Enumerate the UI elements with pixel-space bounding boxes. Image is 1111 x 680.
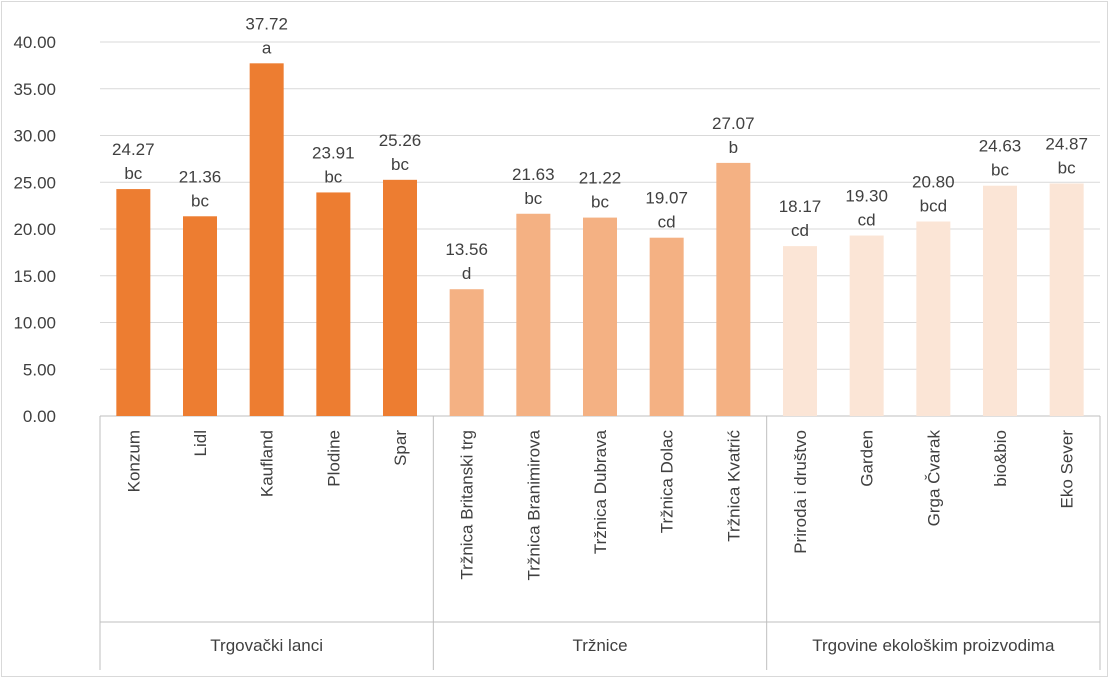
data-label: 19.30 bbox=[845, 187, 888, 206]
y-tick-label: 15.00 bbox=[13, 267, 56, 286]
y-tick-label: 10.00 bbox=[13, 314, 56, 333]
significance-letter: bc bbox=[324, 167, 342, 186]
data-label: 37.72 bbox=[245, 14, 288, 33]
group-label: Tržnice bbox=[572, 636, 627, 655]
significance-letter: cd bbox=[791, 221, 809, 240]
bar bbox=[983, 185, 1017, 416]
category-label: Grga Čvarak bbox=[924, 430, 943, 527]
significance-letter: b bbox=[729, 138, 738, 157]
bar bbox=[316, 192, 351, 416]
significance-letter: bc bbox=[191, 191, 209, 210]
data-label: 21.22 bbox=[579, 169, 622, 188]
significance-letter: d bbox=[462, 264, 471, 283]
significance-letter: a bbox=[262, 38, 272, 57]
significance-letter: bc bbox=[991, 161, 1009, 180]
bar bbox=[516, 213, 551, 416]
data-label: 13.56 bbox=[445, 240, 488, 259]
bar bbox=[1049, 183, 1084, 416]
y-tick-label: 35.00 bbox=[13, 80, 56, 99]
y-tick-label: 20.00 bbox=[13, 220, 56, 239]
bar bbox=[783, 246, 817, 416]
category-label: Plodine bbox=[324, 430, 343, 487]
bar bbox=[116, 189, 151, 416]
data-label: 21.36 bbox=[179, 167, 222, 186]
category-label: Priroda i društvo bbox=[791, 430, 810, 554]
data-label: 24.27 bbox=[112, 140, 155, 159]
category-label: Spar bbox=[391, 430, 410, 466]
bar bbox=[449, 289, 484, 416]
y-tick-label: 5.00 bbox=[23, 360, 56, 379]
category-label: Konzum bbox=[124, 430, 143, 492]
bar bbox=[183, 216, 217, 416]
group-label: Trgovine ekološkim proizvodima bbox=[812, 636, 1055, 655]
category-label: Tržnica Dubrava bbox=[591, 429, 610, 554]
significance-letter: bc bbox=[124, 164, 142, 183]
y-tick-label: 30.00 bbox=[13, 127, 56, 146]
category-label: Lidl bbox=[191, 430, 210, 456]
data-label: 27.07 bbox=[712, 114, 755, 133]
category-label: Kaufland bbox=[258, 430, 277, 497]
bar bbox=[716, 162, 751, 416]
data-label: 23.91 bbox=[312, 143, 355, 162]
significance-letter: cd bbox=[658, 213, 676, 232]
data-label: 18.17 bbox=[779, 197, 822, 216]
bar bbox=[249, 63, 284, 417]
data-label: 25.26 bbox=[379, 131, 422, 150]
bar bbox=[583, 217, 617, 416]
significance-letter: cd bbox=[858, 211, 876, 230]
y-tick-label: 0.00 bbox=[23, 407, 56, 426]
significance-letter: bc bbox=[591, 193, 609, 212]
bar bbox=[916, 221, 951, 416]
data-label: 24.63 bbox=[979, 137, 1022, 156]
category-label: Tržnica Kvatrić bbox=[724, 430, 743, 542]
bar bbox=[849, 235, 884, 416]
data-label: 24.87 bbox=[1045, 134, 1088, 153]
significance-letter: bc bbox=[524, 189, 542, 208]
data-label: 20.80 bbox=[912, 173, 955, 192]
category-label: Tržnica Britanski trg bbox=[458, 430, 477, 580]
data-label: 19.07 bbox=[645, 189, 688, 208]
category-label: Garden bbox=[858, 430, 877, 487]
significance-letter: bc bbox=[1058, 158, 1076, 177]
bar bbox=[383, 179, 417, 416]
category-label: Eko Sever bbox=[1058, 430, 1077, 509]
y-tick-label: 25.00 bbox=[13, 173, 56, 192]
category-label: Tržnica Branimirova bbox=[524, 429, 543, 580]
category-label: bio&bio bbox=[991, 430, 1010, 487]
significance-letter: bc bbox=[391, 155, 409, 174]
data-label: 21.63 bbox=[512, 165, 555, 184]
bar bbox=[649, 237, 684, 416]
significance-letter: bcd bbox=[920, 197, 947, 216]
category-label: Tržnica Dolac bbox=[658, 430, 677, 534]
y-tick-label: 40.00 bbox=[13, 33, 56, 52]
group-label: Trgovački lanci bbox=[210, 636, 323, 655]
